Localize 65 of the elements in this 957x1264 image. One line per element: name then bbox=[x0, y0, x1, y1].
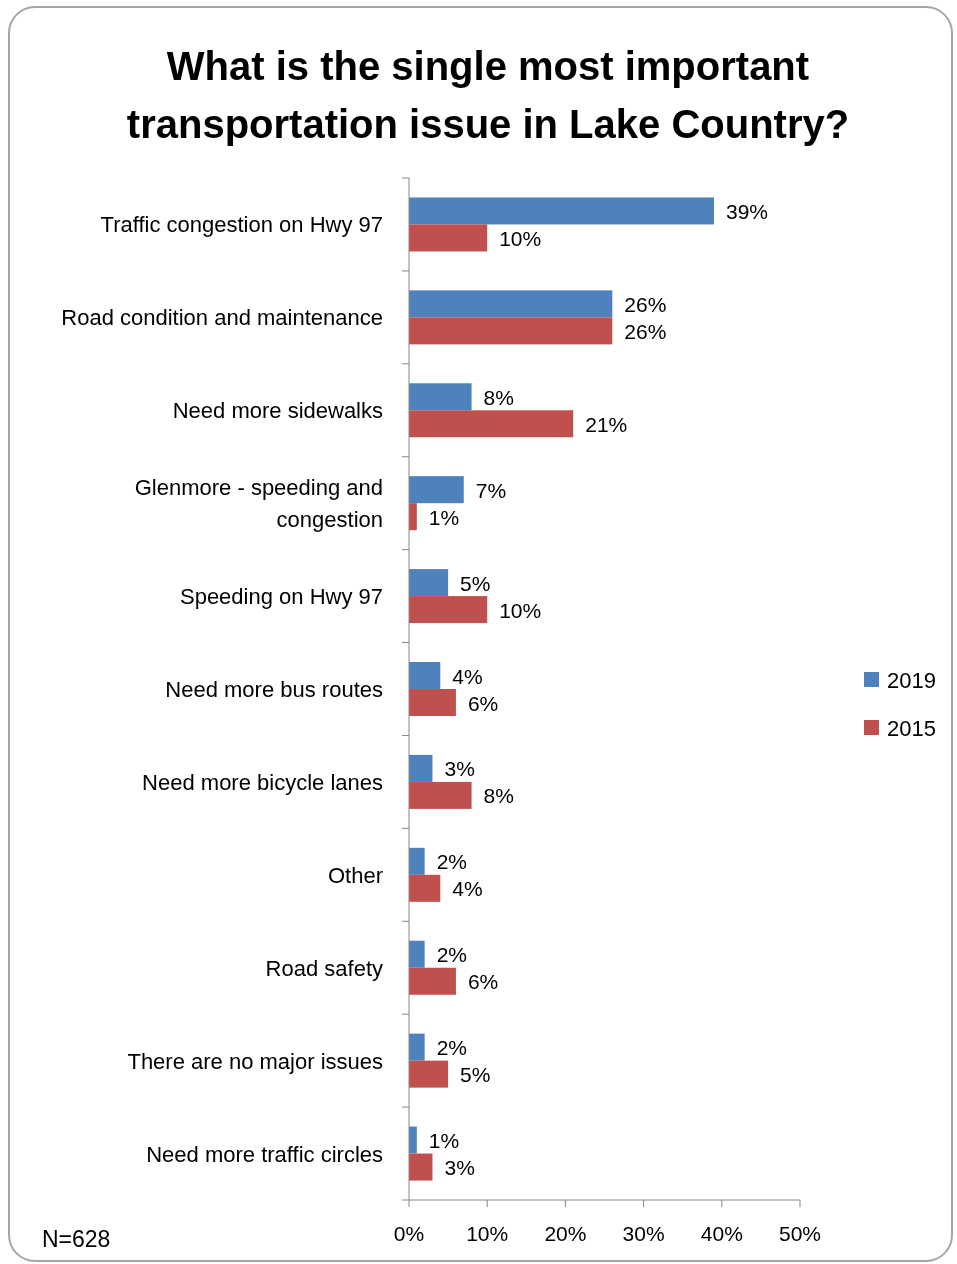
data-label: 8% bbox=[483, 784, 514, 808]
data-label: 10% bbox=[499, 598, 542, 622]
data-label: 4% bbox=[452, 877, 483, 901]
data-label: 5% bbox=[460, 571, 491, 595]
data-label: 6% bbox=[467, 970, 499, 994]
data-label: 26% bbox=[624, 292, 667, 316]
bar bbox=[409, 1060, 449, 1088]
data-label: 2% bbox=[436, 1036, 467, 1060]
bar bbox=[409, 1033, 425, 1061]
legend-label: 2015 bbox=[887, 716, 936, 741]
x-tick-label: 30% bbox=[622, 1222, 665, 1245]
bar bbox=[409, 569, 449, 597]
x-tick-label: 40% bbox=[700, 1222, 743, 1245]
data-label: 8% bbox=[483, 385, 514, 409]
y-tick-label: Speeding on Hwy 97 bbox=[179, 584, 383, 610]
bar bbox=[409, 410, 574, 438]
x-tick-label: 10% bbox=[466, 1222, 509, 1245]
data-label: 3% bbox=[444, 757, 475, 781]
bar bbox=[409, 224, 488, 252]
data-label: 1% bbox=[428, 505, 460, 529]
bar bbox=[409, 781, 472, 809]
y-tick-label: Need more traffic circles bbox=[146, 1141, 383, 1167]
x-tick-label: 0% bbox=[393, 1222, 425, 1245]
y-tick-label: Need more sidewalks bbox=[172, 398, 383, 424]
data-label: 2% bbox=[436, 850, 467, 874]
data-label: 1% bbox=[428, 1129, 460, 1153]
bar bbox=[409, 596, 488, 624]
data-label: 7% bbox=[475, 478, 507, 502]
y-tick-label: Traffic congestion on Hwy 97 bbox=[100, 212, 383, 238]
bar bbox=[409, 662, 441, 689]
y-tick-label: There are no major issues bbox=[127, 1048, 383, 1074]
data-label: 5% bbox=[460, 1063, 491, 1087]
y-tick-label: Glenmore - speeding and congestion bbox=[134, 475, 383, 533]
bar bbox=[409, 503, 417, 531]
bar bbox=[409, 1126, 417, 1154]
bar bbox=[409, 689, 456, 716]
data-label: 21% bbox=[585, 412, 628, 436]
chart-title: What is the single most important transportation issue in Lake Country? bbox=[126, 44, 850, 146]
bar bbox=[409, 317, 613, 345]
bar bbox=[409, 847, 425, 875]
y-tick-label: Need more bicycle lanes bbox=[142, 769, 383, 795]
text: N=628 bbox=[42, 1226, 111, 1252]
bar bbox=[409, 754, 433, 782]
bar bbox=[409, 940, 425, 968]
data-label: 26% bbox=[624, 319, 667, 343]
bar bbox=[409, 874, 441, 902]
data-label: 10% bbox=[499, 226, 542, 250]
legend-label: 2019 bbox=[887, 668, 936, 693]
x-tick-label: 50% bbox=[778, 1222, 822, 1245]
data-label: 39% bbox=[725, 199, 769, 223]
y-tick-label: Road condition and maintenance bbox=[61, 305, 383, 331]
y-tick-label: Road safety bbox=[265, 955, 383, 981]
data-label: 3% bbox=[444, 1156, 475, 1180]
bar bbox=[409, 197, 714, 225]
bar bbox=[409, 476, 464, 504]
bar bbox=[409, 967, 456, 995]
y-tick-label: Other bbox=[327, 862, 383, 888]
bar bbox=[409, 290, 613, 318]
bar bbox=[409, 1153, 433, 1181]
data-label: 4% bbox=[452, 664, 483, 688]
bar bbox=[409, 383, 472, 411]
data-label: 2% bbox=[436, 943, 467, 967]
y-tick-label: Need more bus routes bbox=[165, 677, 383, 702]
data-label: 6% bbox=[467, 691, 499, 715]
x-tick-label: 20% bbox=[544, 1222, 587, 1245]
